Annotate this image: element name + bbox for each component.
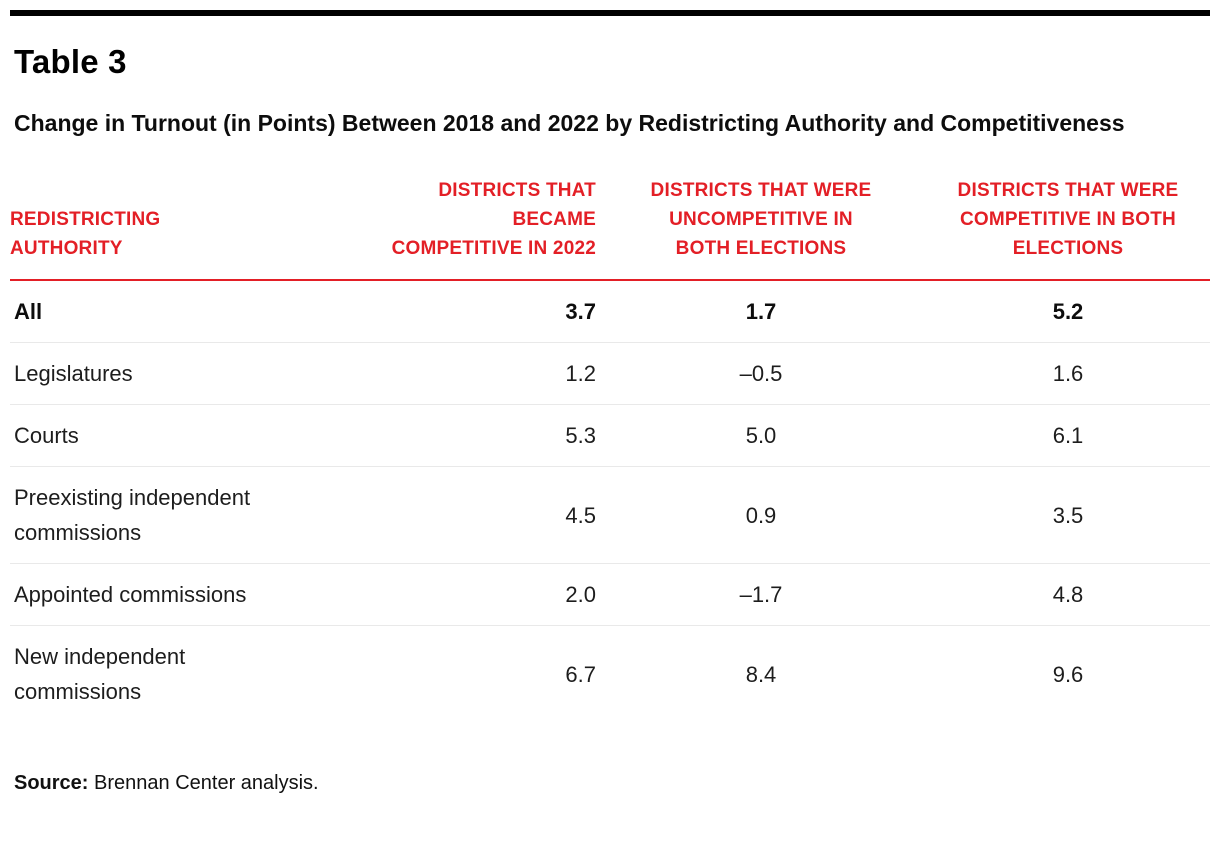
table-row-all: All 3.7 1.7 5.2 bbox=[10, 280, 1210, 343]
row-label: Courts bbox=[14, 423, 79, 448]
cell-value: 1.6 bbox=[1052, 361, 1084, 386]
row-label: New independent commissions bbox=[14, 644, 186, 704]
report-table-page: Table 3 Change in Turnout (in Points) Be… bbox=[10, 10, 1210, 795]
cell-value: 1.7 bbox=[745, 299, 777, 324]
cell-value: 3.7 bbox=[565, 299, 596, 324]
table-title: Table 3 bbox=[14, 43, 127, 80]
source-label: Source: bbox=[14, 772, 89, 794]
cell-value: 6.1 bbox=[1052, 423, 1084, 448]
cell-value: 9.6 bbox=[1052, 661, 1084, 687]
header-row: REDISTRICTING AUTHORITY DISTRICTS THAT B… bbox=[10, 176, 1210, 280]
table-row-preexisting-commissions: Preexisting independent commissions 4.5 … bbox=[10, 467, 1210, 564]
source-text: Brennan Center analysis. bbox=[88, 772, 319, 794]
top-rule bbox=[10, 10, 1210, 16]
cell-value: 8.4 bbox=[745, 661, 777, 687]
cell-value: 5.0 bbox=[745, 423, 777, 448]
column-header-redistricting-authority: REDISTRICTING AUTHORITY bbox=[10, 209, 161, 259]
column-header-became-competitive-2022: DISTRICTS THAT BECAME COMPETITIVE IN 202… bbox=[391, 180, 596, 259]
cell-value: –1.7 bbox=[739, 582, 783, 607]
cell-value: 6.7 bbox=[565, 661, 596, 687]
source-note: Source: Brennan Center analysis. bbox=[14, 772, 1206, 795]
cell-value: 5.3 bbox=[565, 423, 596, 448]
row-label: Preexisting independent commissions bbox=[14, 485, 251, 545]
table-subtitle: Change in Turnout (in Points) Between 20… bbox=[14, 110, 1125, 136]
row-label: Legislatures bbox=[14, 361, 133, 386]
cell-value: –0.5 bbox=[739, 361, 783, 386]
table-row-new-commissions: New independent commissions 6.7 8.4 9.6 bbox=[10, 626, 1210, 723]
cell-value: 0.9 bbox=[745, 502, 777, 528]
column-header-uncompetitive-both: DISTRICTS THAT WERE UNCOMPETITIVE IN BOT… bbox=[650, 180, 872, 259]
row-label: All bbox=[14, 299, 43, 324]
cell-value: 4.5 bbox=[565, 502, 596, 528]
cell-value: 2.0 bbox=[565, 582, 596, 607]
row-label: Appointed commissions bbox=[14, 582, 247, 607]
cell-value: 1.2 bbox=[565, 361, 596, 386]
cell-value: 4.8 bbox=[1052, 582, 1084, 607]
turnout-change-table: REDISTRICTING AUTHORITY DISTRICTS THAT B… bbox=[10, 176, 1210, 722]
table-row-legislatures: Legislatures 1.2 –0.5 1.6 bbox=[10, 343, 1210, 405]
table-row-appointed-commissions: Appointed commissions 2.0 –1.7 4.8 bbox=[10, 564, 1210, 626]
cell-value: 3.5 bbox=[1052, 502, 1084, 528]
column-header-competitive-both: DISTRICTS THAT WERE COMPETITIVE IN BOTH … bbox=[957, 180, 1179, 259]
table-row-courts: Courts 5.3 5.0 6.1 bbox=[10, 405, 1210, 467]
cell-value: 5.2 bbox=[1052, 299, 1084, 324]
